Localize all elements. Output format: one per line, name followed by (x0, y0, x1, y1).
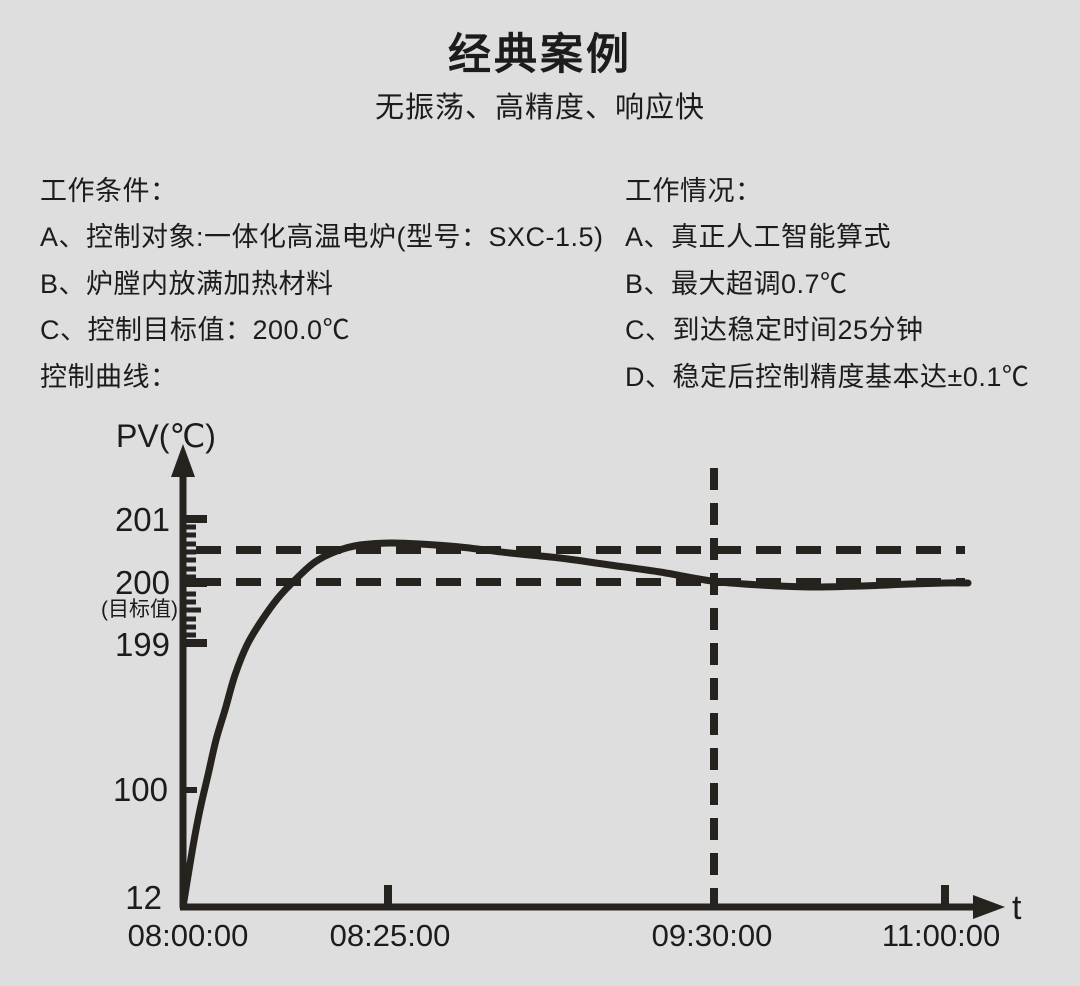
curve-caption: 控制曲线： (40, 361, 178, 392)
y-axis-arrow-icon (171, 444, 195, 477)
conditions-heading: 工作条件： (40, 175, 178, 206)
y-target-label: (目标值) (101, 598, 178, 621)
working-results-block: 工作情况： A、真正人工智能算式 B、最大超调0.7℃ C、到达稳定时间25分钟… (625, 165, 1029, 398)
y-tick-label-12: 12 (125, 879, 162, 916)
x-tick-label-0930: 09:30:00 (652, 918, 773, 953)
x-ticks (384, 885, 949, 907)
result-item-c: C、到达稳定时间25分钟 (625, 315, 924, 346)
x-tick-label-1100: 11:00:00 (882, 918, 1000, 953)
condition-item-b: B、炉膛内放满加热材料 (40, 268, 334, 299)
x-axis-label: t (1012, 889, 1022, 927)
page-subtitle: 无振荡、高精度、响应快 (374, 92, 705, 124)
result-item-d: D、稳定后控制精度基本达±0.1℃ (625, 361, 1030, 392)
result-item-a: A、真正人工智能算式 (625, 222, 892, 253)
condition-item-a: A、控制对象:一体化高温电炉(型号：SXC-1.5) (40, 222, 604, 253)
results-heading: 工作情况： (625, 175, 763, 206)
y-tick-label-200: 200 (115, 564, 170, 601)
x-axis-arrow-icon (973, 895, 1005, 919)
page-title: 经典案例 (448, 31, 632, 79)
y-minor-ticks (183, 524, 201, 638)
y-tick-label-100: 100 (113, 771, 168, 808)
pv-curve (179, 539, 972, 911)
result-item-b: B、最大超调0.7℃ (625, 268, 848, 299)
y-tick-label-199: 199 (115, 626, 170, 663)
y-tick-label-201: 201 (115, 501, 170, 538)
x-tick-label-0825: 08:25:00 (330, 918, 451, 953)
y-axis-label: PV(℃) (116, 418, 216, 454)
pv-chart: PV(℃) t 201 200 (目标值) 199 100 12 08:00:0… (101, 418, 1022, 953)
x-tick-label-0800: 08:00:00 (128, 918, 249, 953)
working-conditions-block: 工作条件： A、控制对象:一体化高温电炉(型号：SXC-1.5) B、炉膛内放满… (40, 165, 604, 398)
condition-item-c: C、控制目标值：200.0℃ (40, 315, 351, 346)
